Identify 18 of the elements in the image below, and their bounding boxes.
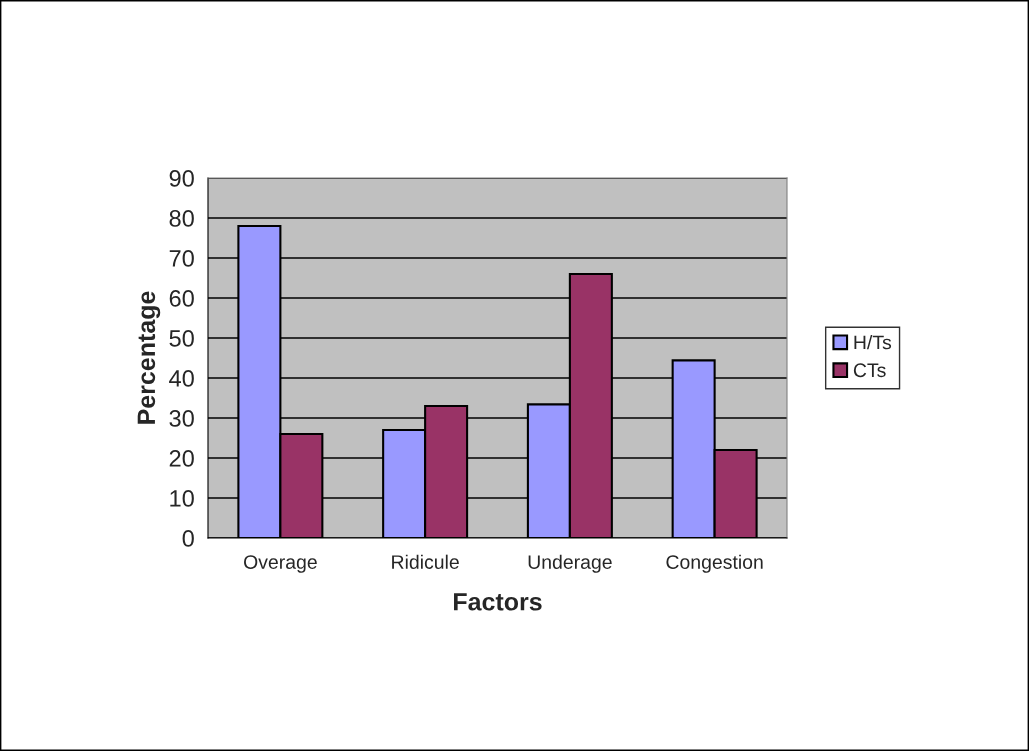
- y-axis-title: Percentage: [137, 291, 161, 424]
- y-tick-label: 30: [169, 410, 194, 427]
- y-tick-label: 50: [169, 330, 194, 347]
- y-tick-label: 60: [169, 290, 194, 307]
- y-tick-label: 10: [170, 490, 194, 507]
- legend-label: CTs: [853, 363, 886, 378]
- x-tick-label: Ridicule: [392, 554, 459, 569]
- x-axis-title: Factors: [454, 593, 542, 611]
- x-tick-label: Underage: [528, 554, 612, 573]
- y-tick-label: 70: [169, 250, 194, 267]
- y-tick-label: 80: [169, 210, 194, 227]
- legend-label: H/Ts: [854, 335, 892, 350]
- x-tick-label: Overage: [244, 555, 317, 573]
- y-tick-label: 20: [169, 450, 194, 467]
- y-tick-label: 90: [169, 170, 194, 187]
- y-tick-label: 40: [169, 370, 194, 387]
- y-tick-label: 0: [182, 530, 194, 547]
- x-tick-label: Congestion: [666, 554, 763, 573]
